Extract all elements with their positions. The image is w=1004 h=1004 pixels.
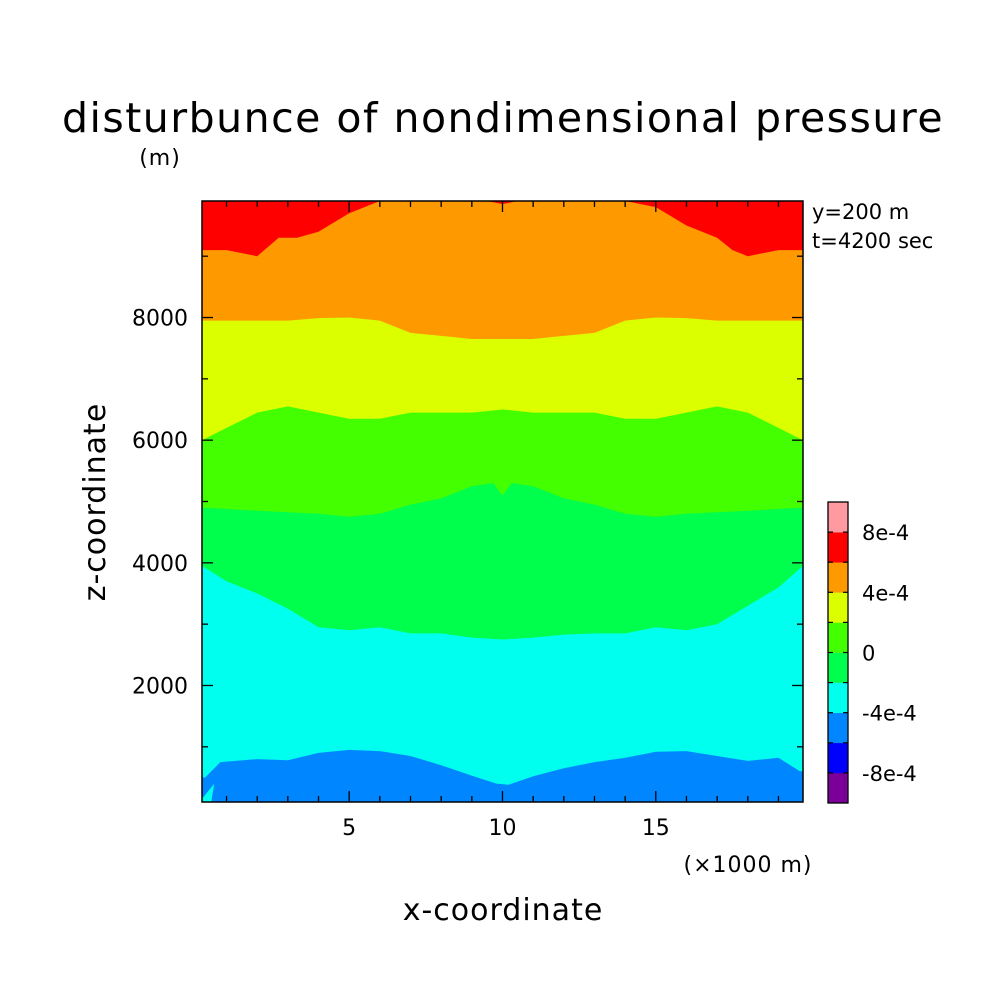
colorbar-swatch: [828, 622, 848, 653]
x-tick-label: 5: [342, 816, 356, 841]
contour-fill-group: [202, 201, 803, 802]
colorbar-swatch: [828, 652, 848, 683]
colorbar-label: 8e-4: [862, 521, 909, 545]
x-tick-label: 15: [642, 816, 670, 841]
colorbar-label: -8e-4: [862, 762, 917, 786]
contour-band-4: [202, 201, 803, 339]
colorbar-swatch: [828, 502, 848, 533]
tick-labels-group: 5 10 15 2000 4000 6000 8000: [132, 307, 670, 841]
chart-title: disturbunce of nondimensional pressure: [62, 94, 944, 142]
colorbar-label: 4e-4: [862, 581, 909, 605]
y-tick-label: 8000: [132, 307, 188, 332]
colorbar-swatch: [828, 742, 848, 774]
colorbar-label: -4e-4: [862, 702, 917, 726]
x-tick-label: 10: [489, 816, 517, 841]
colorbar-swatch: [828, 772, 848, 804]
colorbar-swatch: [828, 592, 848, 623]
colorbar-label: 0: [862, 642, 875, 666]
colorbar-swatch: [828, 532, 848, 563]
y-tick-label: 4000: [132, 552, 188, 577]
y-tick-label: 2000: [132, 674, 188, 699]
y-axis-unit: (m): [139, 146, 181, 171]
colorbar-swatch: [828, 682, 848, 713]
colorbar-swatch: [828, 562, 848, 593]
y-tick-label: 6000: [132, 429, 188, 454]
info-y-position: y=200 m: [812, 200, 909, 224]
axis-ticks-group: [202, 201, 803, 802]
y-axis-label: z-coordinate: [78, 403, 113, 602]
info-time: t=4200 sec: [812, 229, 933, 253]
x-axis-label: x-coordinate: [403, 893, 604, 928]
colorbar: -8e-4 -4e-4 0 4e-4 8e-4: [827, 501, 917, 804]
contour-band-5: [202, 201, 803, 257]
colorbar-swatch: [828, 712, 848, 744]
x-axis-unit: (×1000 m): [683, 853, 812, 878]
band-corner-wedge: [202, 783, 215, 802]
